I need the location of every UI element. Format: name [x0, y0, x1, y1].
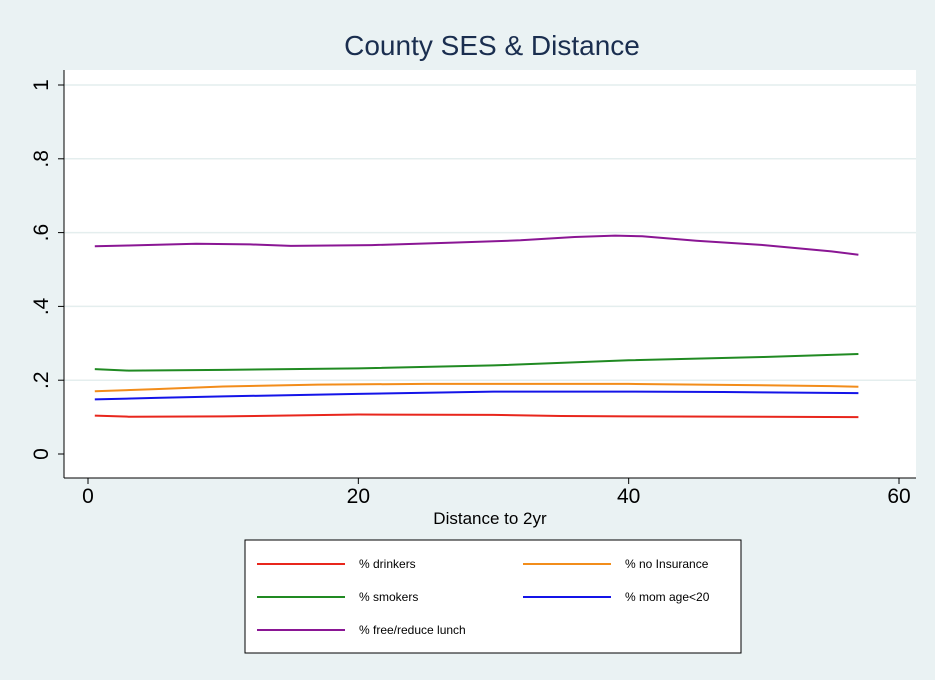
series-line	[94, 234, 859, 256]
y-tick-label: 1	[30, 79, 53, 91]
chart-title: County SES & Distance	[344, 30, 640, 61]
legend-label: % mom age<20	[625, 590, 710, 604]
x-tick-label: 20	[347, 485, 370, 508]
y-tick-label: .4	[30, 297, 53, 315]
legend-label: % smokers	[359, 590, 418, 604]
series-line	[94, 413, 859, 419]
plot-area	[64, 70, 916, 478]
y-tick-label: 0	[30, 448, 53, 460]
x-axis-label: Distance to 2yr	[433, 509, 547, 528]
series-line	[94, 353, 859, 372]
x-tick-label: 0	[82, 485, 94, 508]
legend-label: % free/reduce lunch	[359, 623, 466, 637]
x-tick-label: 40	[617, 485, 640, 508]
series-line	[94, 382, 859, 393]
x-tick-label: 60	[887, 485, 910, 508]
legend-label: % no Insurance	[625, 557, 709, 571]
legend-label: % drinkers	[359, 557, 416, 571]
y-tick-label: .8	[30, 150, 53, 168]
y-tick-label: .6	[30, 224, 53, 242]
y-tick-label: .2	[30, 371, 53, 389]
legend: % drinkers % no Insurance % smokers % mom a…	[244, 539, 742, 654]
series-line	[94, 390, 859, 401]
